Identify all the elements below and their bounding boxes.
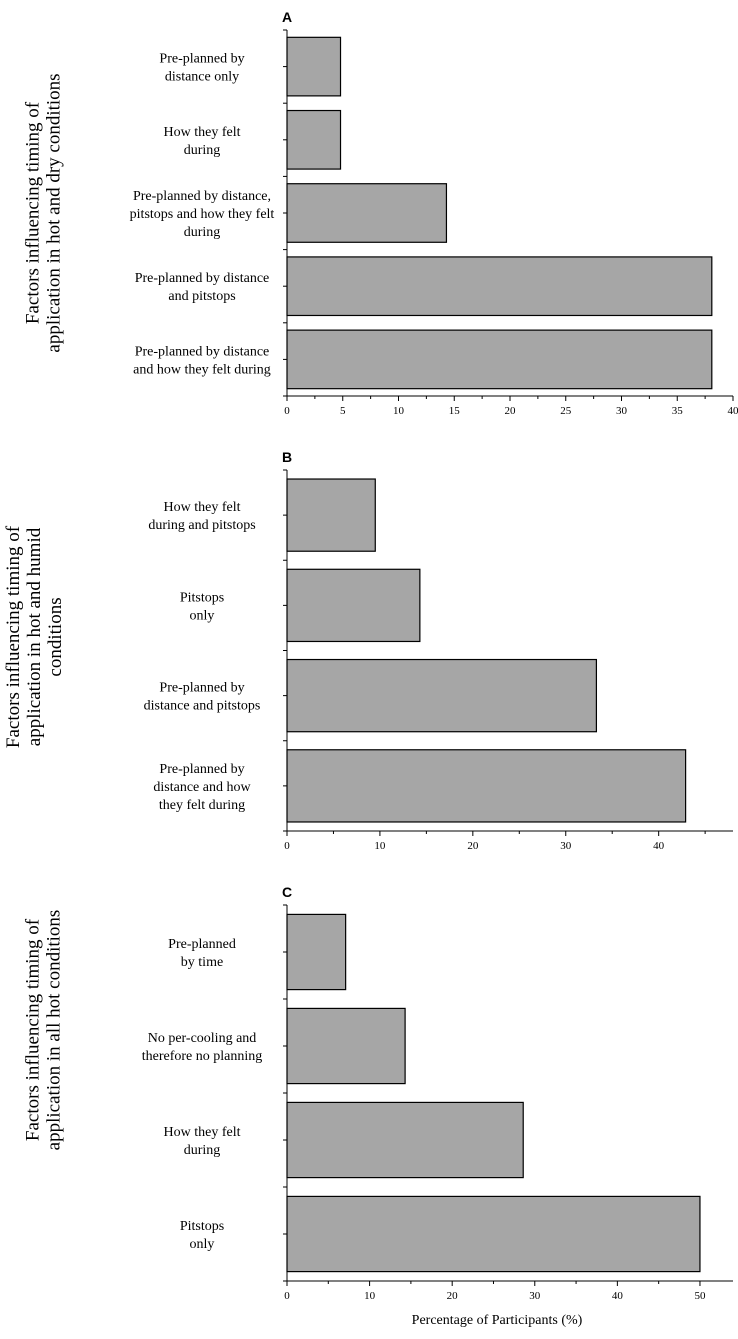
- x-tick-label: 30: [616, 405, 628, 417]
- x-tick-label: 0: [284, 840, 290, 852]
- panel-label-C: C: [282, 884, 292, 900]
- bar: [286, 256, 713, 317]
- bar: [286, 36, 342, 97]
- category-label-line: distance only: [165, 70, 239, 85]
- x-tick-label: 50: [694, 1290, 706, 1302]
- category-label-line: during: [184, 1143, 221, 1158]
- panel-label-B: B: [282, 449, 292, 465]
- category-label: Pitstops only: [180, 1219, 224, 1252]
- category-label-line: Pre-planned: [168, 937, 236, 952]
- category-label-line: Pre-planned by: [159, 52, 244, 67]
- y-axis-title-line: Factors influencing timing of: [3, 525, 24, 748]
- bar: [286, 329, 713, 390]
- x-axis-title: Percentage of Participants (%): [412, 1313, 583, 1328]
- category-label: No per-cooling and therefore no planning: [142, 1031, 263, 1064]
- x-tick-label: 35: [672, 405, 684, 417]
- x-tick-label: 10: [364, 1290, 376, 1302]
- bar: [286, 1007, 406, 1085]
- bar: [286, 568, 421, 643]
- category-label-line: they felt during: [159, 798, 245, 813]
- category-label-line: by time: [181, 955, 223, 970]
- x-tick-label: 40: [653, 840, 665, 852]
- x-tick-label: 15: [449, 405, 461, 417]
- category-label: Pre-planned by distance and pitstops: [144, 681, 261, 714]
- y-axis-title-line: conditions: [45, 597, 66, 676]
- category-label-line: How they felt: [164, 1125, 241, 1140]
- category-label-line: Pre-planned by distance,: [133, 189, 271, 204]
- y-axis-title-line: application in hot and humid: [24, 527, 45, 746]
- category-label-line: Pre-planned by distance: [135, 271, 270, 286]
- bar: [286, 1101, 524, 1179]
- x-tick-label: 0: [284, 1290, 290, 1302]
- x-tick-label: 20: [505, 405, 517, 417]
- category-label-line: during: [184, 143, 221, 158]
- y-axis-title-C: Factors influencing timing ofapplication…: [23, 910, 65, 1151]
- category-label-line: distance and how: [153, 780, 251, 795]
- bar: [286, 109, 342, 170]
- y-axis-title-line: application in hot and dry conditions: [44, 73, 65, 352]
- category-label-line: only: [190, 1237, 215, 1252]
- x-tick-label: 30: [529, 1290, 541, 1302]
- category-label-line: distance and pitstops: [144, 699, 261, 714]
- category-label-line: How they felt: [164, 125, 241, 140]
- x-tick-label: 5: [340, 405, 346, 417]
- x-tick-label: 10: [374, 840, 386, 852]
- category-label-line: Pitstops: [180, 590, 224, 605]
- y-axis-title-line: application in all hot conditions: [44, 910, 65, 1151]
- category-label: Pre-planned by distance only: [159, 52, 244, 85]
- category-label-line: How they felt: [164, 500, 241, 515]
- y-axis-title-line: Factors influencing timing of: [23, 918, 44, 1141]
- y-axis-title-B: Factors influencing timing ofapplication…: [3, 525, 66, 748]
- category-label: Pre-planned by distance, pitstops and how…: [130, 189, 275, 240]
- category-label-line: and pitstops: [168, 289, 235, 304]
- x-tick-label: 20: [447, 1290, 459, 1302]
- category-label: How they felt during: [164, 1125, 241, 1158]
- category-label: Pre-planned by time: [168, 937, 236, 970]
- bar: [286, 183, 448, 243]
- category-label-line: and how they felt during: [133, 362, 271, 377]
- category-label-line: Pre-planned by: [159, 762, 244, 777]
- category-label: Pre-planned by distance and how they felt…: [133, 344, 271, 377]
- x-tick-label: 0: [284, 405, 290, 417]
- x-tick-label: 20: [467, 840, 479, 852]
- y-axis-title-line: Factors influencing timing of: [23, 101, 44, 324]
- bar: [286, 749, 687, 823]
- x-tick-label: 40: [612, 1290, 624, 1302]
- x-tick-label: 30: [560, 840, 572, 852]
- bar: [286, 478, 376, 552]
- category-label-line: pitstops and how they felt: [130, 207, 275, 222]
- category-label: How they felt during: [164, 125, 241, 158]
- category-label-line: therefore no planning: [142, 1049, 263, 1064]
- bar: [286, 913, 347, 991]
- panel-label-A: A: [282, 9, 292, 25]
- category-label: Pre-planned by distance and how they felt …: [153, 762, 251, 813]
- x-tick-label: 40: [728, 405, 738, 417]
- category-label-line: Pre-planned by: [159, 681, 244, 696]
- category-label-line: No per-cooling and: [148, 1031, 257, 1046]
- category-label: How they felt during and pitstops: [148, 500, 255, 533]
- category-label: Pre-planned by distance and pitstops: [135, 271, 270, 304]
- category-label-line: Pre-planned by distance: [135, 344, 270, 359]
- category-label-line: during and pitstops: [148, 518, 255, 533]
- category-label: Pitstops only: [180, 590, 224, 623]
- category-label-line: during: [184, 225, 221, 240]
- x-tick-label: 10: [393, 405, 405, 417]
- category-label-line: Pitstops: [180, 1219, 224, 1234]
- category-label-line: only: [190, 608, 215, 623]
- bar: [286, 1195, 701, 1273]
- x-tick-label: 25: [560, 405, 572, 417]
- y-axis-title-A: Factors influencing timing ofapplication…: [23, 73, 65, 352]
- bar: [286, 658, 598, 733]
